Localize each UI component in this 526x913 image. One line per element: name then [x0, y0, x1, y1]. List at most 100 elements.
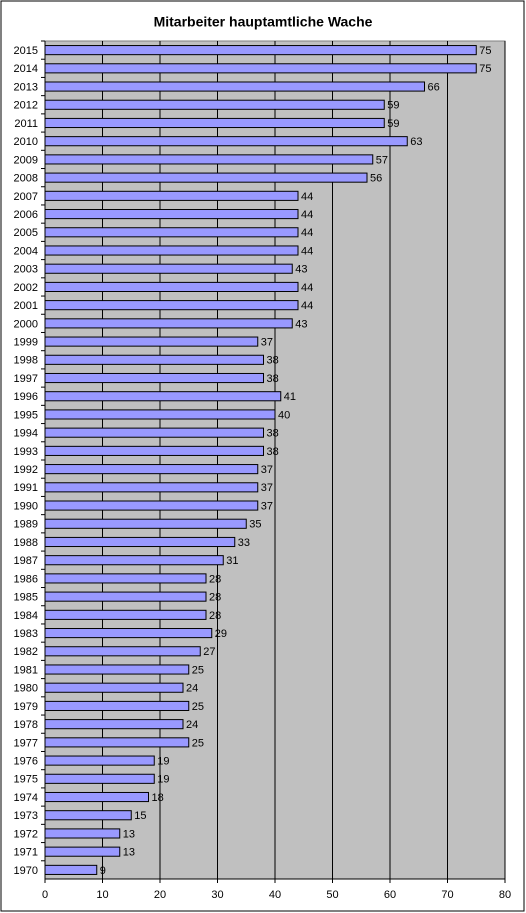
value-label: 15	[134, 810, 146, 822]
y-tick-label: 1973	[14, 810, 38, 822]
bar	[44, 427, 264, 438]
bar	[44, 409, 276, 420]
value-label: 33	[238, 537, 250, 549]
bar	[44, 300, 299, 311]
x-tick-label: 0	[42, 889, 48, 901]
y-tick-label: 1971	[14, 847, 38, 859]
value-label: 41	[284, 391, 296, 403]
x-tick-label: 50	[326, 889, 338, 901]
x-tick-label: 70	[441, 889, 453, 901]
bar	[44, 573, 207, 584]
value-label: 13	[123, 847, 135, 859]
bar	[44, 81, 425, 92]
value-label: 24	[186, 719, 198, 731]
y-tick-label: 1998	[14, 355, 38, 367]
bar	[44, 391, 282, 402]
y-tick-label: 1988	[14, 537, 38, 549]
value-label: 44	[301, 209, 313, 221]
bar	[44, 281, 299, 292]
value-label: 28	[209, 592, 221, 604]
y-tick-label: 2003	[14, 264, 38, 276]
y-tick-label: 1981	[14, 664, 38, 676]
y-tick-label: 2013	[14, 81, 38, 93]
bar	[44, 263, 293, 274]
y-tick-label: 1993	[14, 446, 38, 458]
y-tick-label: 1987	[14, 555, 38, 567]
bar	[44, 227, 299, 238]
y-tick-label: 1984	[14, 610, 38, 622]
value-label: 38	[267, 355, 279, 367]
value-label: 66	[428, 81, 440, 93]
y-tick-label: 1992	[14, 464, 38, 476]
x-tick-label: 20	[154, 889, 166, 901]
value-label: 59	[387, 118, 399, 130]
bar	[44, 500, 259, 511]
y-tick-label: 1982	[14, 646, 38, 658]
value-label: 38	[267, 446, 279, 458]
value-label: 25	[192, 701, 204, 713]
value-label: 37	[261, 500, 273, 512]
bar	[44, 719, 184, 730]
y-tick-label: 1975	[14, 774, 38, 786]
value-label: 44	[301, 245, 313, 257]
bar	[44, 846, 121, 857]
bar	[44, 682, 184, 693]
value-label: 25	[192, 737, 204, 749]
y-tick-label: 2001	[14, 300, 38, 312]
bar	[44, 99, 385, 110]
y-tick-label: 2000	[14, 318, 38, 330]
value-label: 57	[376, 154, 388, 166]
value-label: 44	[301, 282, 313, 294]
y-tick-label: 1985	[14, 592, 38, 604]
y-tick-label: 1994	[14, 428, 38, 440]
value-label: 63	[410, 136, 422, 148]
bar	[44, 810, 132, 821]
value-label: 19	[157, 774, 169, 786]
y-tick-label: 2012	[14, 100, 38, 112]
bar	[44, 518, 247, 529]
y-tick-label: 2014	[14, 63, 38, 75]
bar	[44, 646, 201, 657]
y-tick-label: 2005	[14, 227, 38, 239]
bar	[44, 482, 259, 493]
value-label: 35	[249, 519, 261, 531]
value-label: 19	[157, 755, 169, 767]
y-tick-label: 1995	[14, 409, 38, 421]
y-tick-label: 1997	[14, 373, 38, 385]
value-label: 37	[261, 482, 273, 494]
y-tick-label: 1976	[14, 755, 38, 767]
bar	[44, 136, 408, 147]
y-tick-label: 1977	[14, 737, 38, 749]
bar	[44, 591, 207, 602]
bar	[44, 664, 190, 675]
y-tick-label: 2009	[14, 154, 38, 166]
y-tick-label: 2006	[14, 209, 38, 221]
y-tick-label: 1990	[14, 500, 38, 512]
bar	[44, 791, 149, 803]
bar	[44, 755, 155, 766]
bar	[44, 154, 374, 165]
value-label: 44	[301, 300, 313, 312]
value-label: 40	[278, 409, 290, 421]
bar	[44, 555, 224, 566]
y-tick-label: 2015	[14, 45, 38, 57]
bar	[44, 828, 121, 839]
y-tick-label: 2008	[14, 173, 38, 185]
bar	[44, 354, 264, 365]
y-tick-label: 1983	[14, 628, 38, 640]
y-tick-label: 2007	[14, 191, 38, 203]
value-label: 13	[123, 828, 135, 840]
y-tick-label: 1970	[14, 865, 38, 877]
y-tick-label: 1972	[14, 828, 38, 840]
value-label: 43	[295, 264, 307, 276]
value-label: 59	[387, 100, 399, 112]
bar	[44, 318, 293, 329]
value-label: 31	[226, 555, 238, 567]
y-tick-label: 1980	[14, 683, 38, 695]
bar	[44, 117, 385, 129]
value-label: 24	[186, 683, 198, 695]
bar	[44, 372, 264, 384]
value-label: 29	[215, 628, 227, 640]
value-label: 25	[192, 664, 204, 676]
bar	[44, 609, 207, 620]
